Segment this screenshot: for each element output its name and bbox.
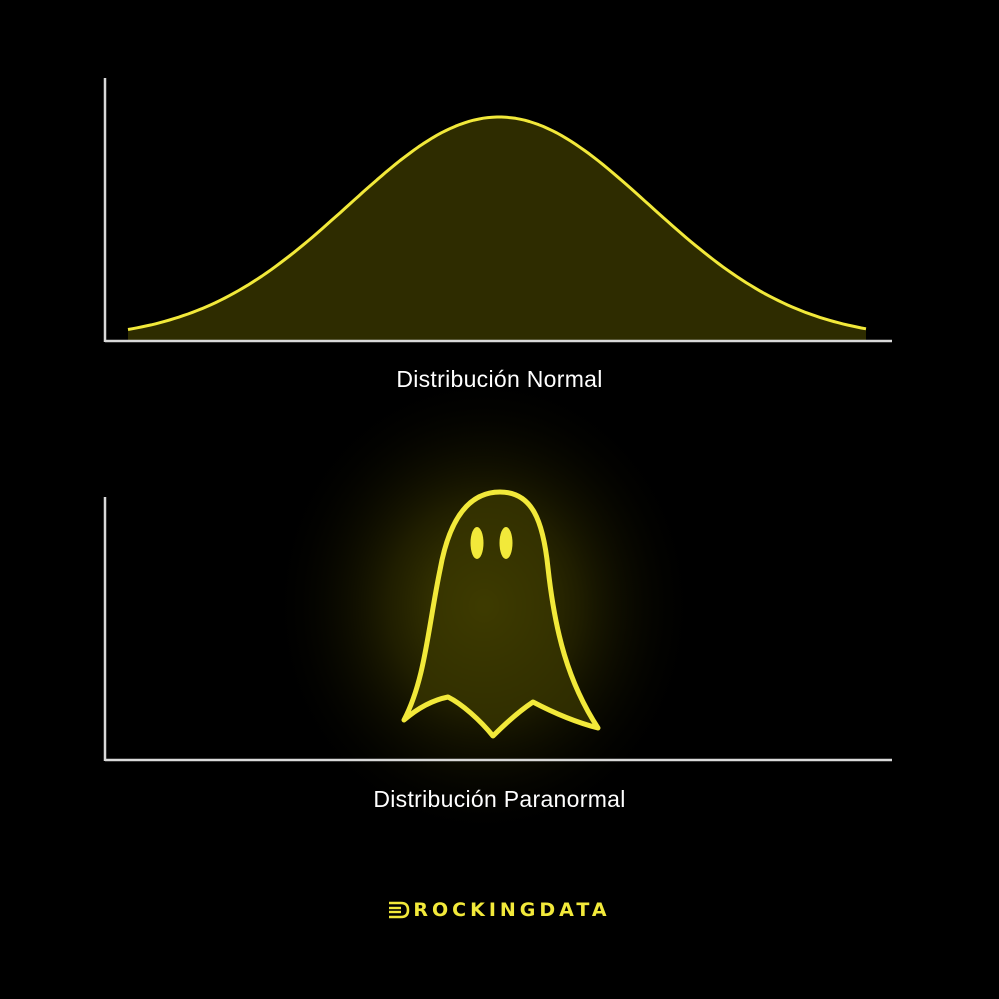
ghost-shape xyxy=(401,489,601,739)
paranormal-chart-title: Distribución Paranormal xyxy=(373,786,626,812)
normal-curve-line xyxy=(127,115,867,331)
ghost-right-eye xyxy=(499,527,513,559)
rockingdata-logo-icon xyxy=(388,901,410,919)
normal-chart-title: Distribución Normal xyxy=(396,366,603,392)
normal-distribution-chart xyxy=(103,78,892,343)
brand-footer: ROCKINGDATA xyxy=(0,899,999,924)
brand-name: ROCKINGDATA xyxy=(413,899,611,921)
ghost-left-eye xyxy=(470,527,484,559)
normal-curve-area xyxy=(128,117,866,340)
paranormal-distribution-chart xyxy=(103,371,892,841)
